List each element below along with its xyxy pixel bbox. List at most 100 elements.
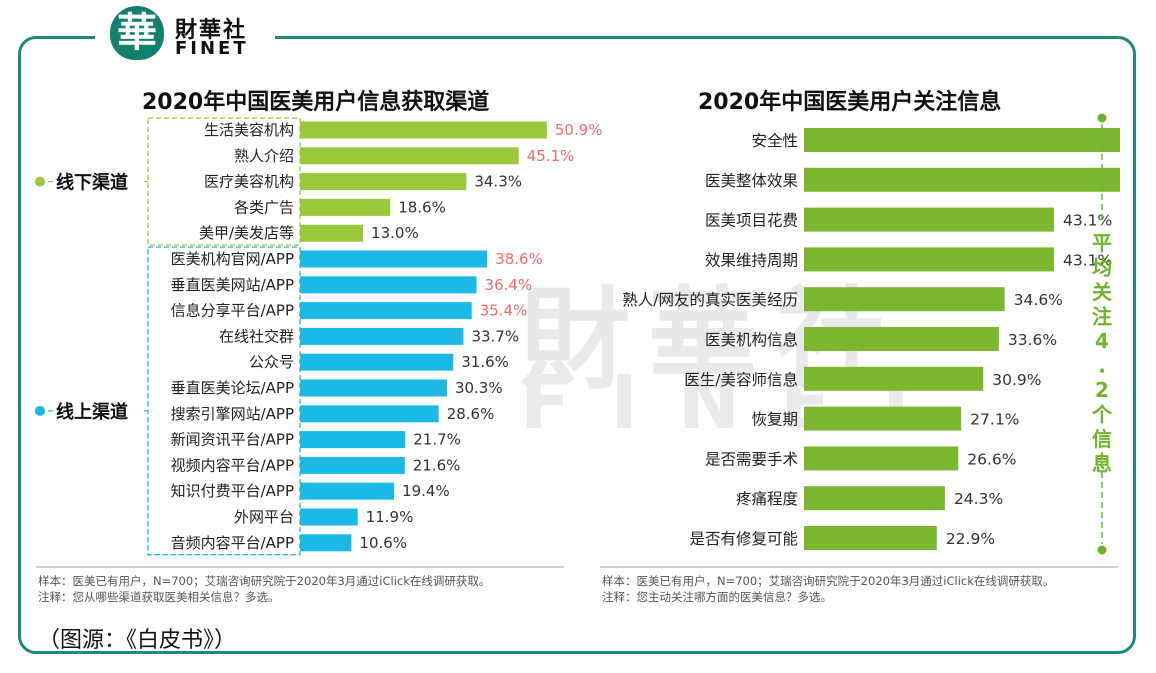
bar	[804, 327, 999, 351]
bar	[300, 302, 472, 320]
value-label: 31.6%	[461, 353, 509, 371]
category-label: 知识付费平台/APP	[171, 482, 294, 500]
annotation-char: 息	[1092, 452, 1112, 476]
annotation-char: 2	[1095, 378, 1109, 402]
value-label: 19.4%	[402, 482, 450, 500]
value-label: 28.6%	[447, 405, 495, 423]
value-label: 30.3%	[455, 379, 503, 397]
bar	[300, 534, 352, 552]
category-label: 垂直医美论坛/APP	[171, 379, 294, 397]
value-label: 10.6%	[359, 534, 407, 552]
value-label: 24.3%	[954, 490, 1003, 508]
finet-logo: 華	[110, 6, 164, 60]
bar	[804, 366, 984, 391]
bar	[804, 406, 962, 431]
right-notes: 样本：医美已有用户，N=700；艾瑞咨询研究院于2020年3月通过iClick在…	[602, 573, 1054, 605]
category-label: 生活美容机构	[204, 121, 294, 139]
category-label: 垂直医美网站/APP	[171, 276, 294, 294]
right-separator	[600, 566, 1118, 568]
bar	[300, 353, 454, 371]
annotation-char: .	[1098, 354, 1106, 378]
category-label: 在线社交群	[219, 327, 294, 345]
brand-name-en: FINET	[175, 38, 249, 59]
value-label: 34.3%	[474, 173, 522, 191]
bar	[300, 456, 405, 474]
value-label: 33.6%	[1008, 331, 1057, 349]
value-label: 26.6%	[967, 450, 1016, 468]
value-label: 34.6%	[1014, 291, 1063, 309]
category-label: 搜索引擎网站/APP	[171, 405, 294, 423]
image-source: （图源：《白皮书》）	[38, 628, 237, 653]
value-label: 33.7%	[471, 327, 519, 345]
value-label: 21.6%	[413, 456, 461, 474]
category-label: 恢复期	[751, 411, 798, 429]
bar	[804, 526, 937, 550]
category-label: 熟人/网友的真实医美经历	[622, 291, 798, 309]
bar	[300, 327, 464, 345]
value-label: 30.9%	[992, 371, 1041, 389]
value-label: 27.1%	[970, 411, 1019, 429]
right-note-sample: 样本：医美已有用户，N=700；艾瑞咨询研究院于2020年3月通过iClick在…	[602, 574, 1055, 588]
category-label: 医生/美容师信息	[684, 371, 798, 389]
bar	[804, 207, 1054, 232]
bar	[300, 147, 519, 165]
bar	[300, 431, 406, 449]
value-label: 45.1%	[527, 147, 575, 165]
bar	[804, 167, 1120, 192]
annotation-dot-bottom	[1097, 545, 1107, 555]
bar	[300, 198, 391, 216]
group-dot	[35, 176, 45, 187]
category-label: 医美项目花费	[705, 212, 798, 230]
category-label: 外网平台	[234, 508, 294, 526]
bar	[300, 405, 439, 423]
category-label: 安全性	[751, 132, 798, 150]
bar	[300, 250, 488, 268]
category-label: 是否有修复可能	[689, 530, 798, 548]
right-note-question: 注释：您主动关注哪方面的医美信息？多选。	[602, 590, 832, 604]
value-label: 43.1%	[1063, 212, 1112, 230]
bar	[300, 508, 358, 526]
category-label: 视频内容平台/APP	[171, 456, 294, 474]
bar	[804, 287, 1005, 312]
value-label: 43.1%	[1063, 251, 1112, 269]
brand-name-cn: 財華社	[175, 18, 248, 43]
group-bracket-box	[147, 117, 301, 246]
value-label: 21.7%	[413, 431, 461, 449]
group-label-bg	[53, 168, 143, 195]
annotation-char: 关	[1092, 280, 1112, 304]
bar	[804, 486, 945, 511]
group-label: 线上渠道	[56, 401, 128, 423]
chart-title-right: 2020年中国医美用户关注信息	[698, 90, 1002, 115]
bar	[300, 173, 467, 191]
left-separator	[36, 566, 564, 568]
category-label: 医疗美容机构	[204, 173, 294, 191]
bar	[804, 128, 1120, 152]
bar	[300, 276, 477, 294]
left-note-question: 注释：您从哪些渠道获取医美相关信息？多选。	[38, 590, 280, 604]
value-label: 22.9%	[946, 530, 995, 548]
category-label: 医美机构官网/APP	[171, 250, 294, 268]
bar	[804, 247, 1054, 272]
category-label: 医美整体效果	[705, 172, 798, 190]
value-label: 13.0%	[371, 224, 419, 242]
outer-frame	[18, 36, 1136, 654]
annotation-char: 4	[1095, 329, 1109, 353]
category-label: 熟人介绍	[234, 147, 294, 165]
category-label: 各类广告	[234, 198, 294, 216]
annotation-dot-top	[1097, 113, 1107, 123]
bar	[300, 224, 364, 242]
group-bracket-box	[147, 246, 301, 556]
category-label: 新闻资讯平台/APP	[171, 431, 294, 449]
category-label: 音频内容平台/APP	[171, 534, 294, 552]
left-note-sample: 样本：医美已有用户，N=700；艾瑞咨询研究院于2020年3月通过iClick在…	[38, 574, 491, 588]
value-label: 11.9%	[366, 508, 414, 526]
category-label: 是否需要手术	[705, 450, 798, 468]
annotation-char: 平	[1092, 231, 1112, 255]
value-label: 18.6%	[398, 198, 446, 216]
group-dot	[35, 405, 45, 416]
bar	[300, 379, 447, 397]
value-label: 35.4%	[480, 302, 528, 320]
group-label: 线下渠道	[56, 172, 128, 194]
bar	[804, 446, 959, 471]
category-label: 效果维持周期	[705, 251, 798, 269]
